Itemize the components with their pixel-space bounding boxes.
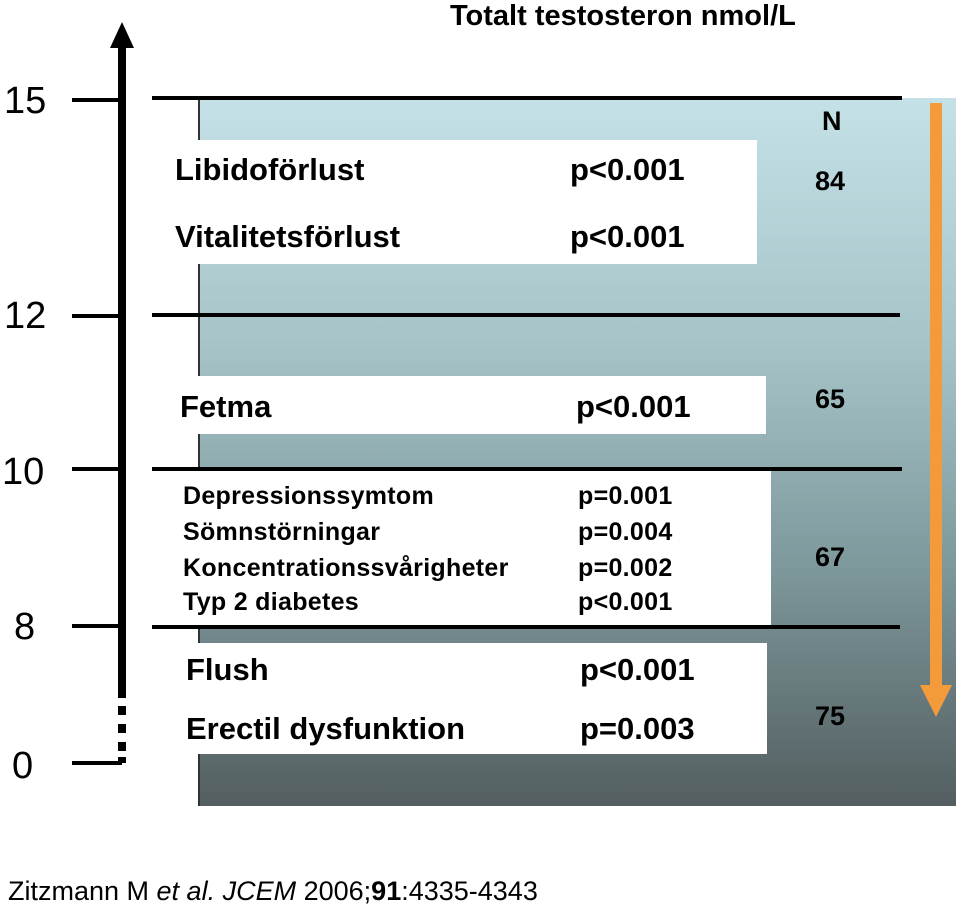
- citation-year: 2006;: [296, 876, 372, 906]
- axis-tick: [72, 624, 122, 628]
- symptom-label: Flush: [186, 652, 269, 687]
- group-box-3: [170, 471, 771, 625]
- axis-tick-label: 8: [14, 606, 36, 648]
- p-value: p<0.001: [570, 219, 685, 254]
- y-axis-line: [118, 40, 126, 698]
- p-value: p=0.001: [578, 482, 673, 510]
- axis-tick-label: 15: [4, 80, 47, 122]
- p-value: p<0.001: [580, 652, 695, 687]
- threshold-line-8: [152, 625, 900, 629]
- n-value: 67: [815, 542, 846, 572]
- axis-tick: [72, 98, 122, 102]
- symptom-label: Fetma: [180, 389, 272, 424]
- p-value: p<0.001: [576, 389, 691, 424]
- axis-break-dash: [118, 724, 126, 733]
- axis-tick-label: 0: [12, 745, 34, 787]
- symptom-label: Depressionssymtom: [183, 482, 435, 510]
- p-value: p=0.002: [578, 554, 673, 582]
- symptom-label: Vitalitetsförlust: [175, 219, 401, 254]
- group-box-2: [165, 376, 766, 434]
- threshold-line-15: [152, 96, 902, 100]
- group-box-4: [170, 643, 767, 754]
- citation-pages: :4335-4343: [401, 876, 538, 906]
- citation-journal: JCEM: [222, 876, 297, 906]
- axis-tick-label: 10: [2, 451, 45, 493]
- p-value: p=0.004: [578, 518, 673, 546]
- citation: Zitzmann M et al. JCEM 2006;91:4335-4343: [8, 876, 538, 907]
- chart-title: Totalt testosteron nmol/L: [450, 0, 796, 32]
- orange-arrow-shaft: [930, 103, 942, 688]
- p-value: p<0.001: [570, 152, 685, 187]
- axis-break-dash: [118, 757, 126, 763]
- n-header: N: [822, 106, 842, 136]
- symptom-label: Libidoförlust: [175, 152, 365, 187]
- citation-authors: Zitzmann M: [8, 876, 157, 906]
- n-value: 84: [815, 166, 846, 196]
- symptom-label: Erectil dysfunktion: [186, 711, 466, 746]
- p-value: p<0.001: [578, 588, 673, 616]
- p-value: p=0.003: [580, 711, 695, 746]
- down-arrow-icon: [920, 685, 952, 717]
- threshold-line-10: [152, 467, 902, 471]
- threshold-line-12: [152, 313, 900, 317]
- symptom-label: Typ 2 diabetes: [183, 588, 360, 616]
- citation-volume: 91: [371, 876, 402, 906]
- axis-tick: [72, 467, 122, 471]
- axis-tick: [72, 761, 122, 765]
- axis-tick: [72, 314, 122, 318]
- citation-etal: et al.: [156, 876, 216, 906]
- group-box-1: [165, 140, 757, 264]
- axis-tick-label: 12: [4, 295, 47, 337]
- n-value: 75: [815, 701, 846, 731]
- n-value: 65: [815, 384, 846, 414]
- symptom-label: Koncentrationssvårigheter: [183, 554, 509, 582]
- axis-break-dash: [118, 742, 126, 751]
- axis-break-dash: [118, 706, 126, 715]
- symptom-label: Sömnstörningar: [183, 518, 381, 546]
